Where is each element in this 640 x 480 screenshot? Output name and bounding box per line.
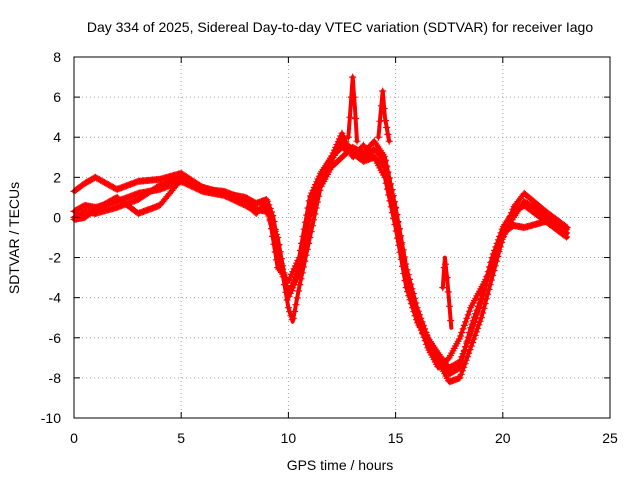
y-tick-label: -10 — [41, 410, 61, 426]
x-tick-label: 0 — [70, 430, 78, 446]
axis-ticks: 0 5 10 15 20 25 -10 -8 -6 -4 -2 0 2 4 6 8 — [41, 49, 618, 446]
x-tick-label: 15 — [388, 430, 404, 446]
series-trace-4 — [70, 137, 571, 372]
grid-lines — [74, 57, 610, 418]
plot-frame — [73, 56, 611, 419]
chart-title: Day 334 of 2025, Sidereal Day-to-day VTE… — [87, 19, 594, 35]
series-markers — [374, 87, 393, 145]
x-tick-label: 5 — [177, 430, 185, 446]
y-tick-label: 4 — [53, 129, 61, 145]
y-axis-label: SDTVAR / TECUs — [6, 182, 22, 294]
x-tick-label: 10 — [281, 430, 297, 446]
y-tick-label: -8 — [49, 370, 62, 386]
x-axis-label: GPS time / hours — [287, 457, 394, 473]
series-markers — [439, 260, 455, 325]
y-tick-label: 8 — [53, 49, 61, 65]
y-tick-label: 6 — [53, 89, 61, 105]
y-tick-label: 2 — [53, 169, 61, 185]
series-spike-2 — [374, 87, 393, 145]
series-spike-1 — [344, 73, 361, 145]
x-tick-label: 25 — [602, 430, 618, 446]
y-tick-label: -2 — [49, 250, 62, 266]
x-tick-label: 20 — [495, 430, 511, 446]
y-tick-label: -4 — [49, 290, 62, 306]
series-line — [346, 75, 359, 144]
data-series — [70, 73, 571, 386]
y-tick-label: 0 — [53, 209, 61, 225]
series-spike-3 — [439, 255, 455, 330]
series-markers — [344, 73, 361, 145]
y-tick-label: -6 — [49, 330, 62, 346]
